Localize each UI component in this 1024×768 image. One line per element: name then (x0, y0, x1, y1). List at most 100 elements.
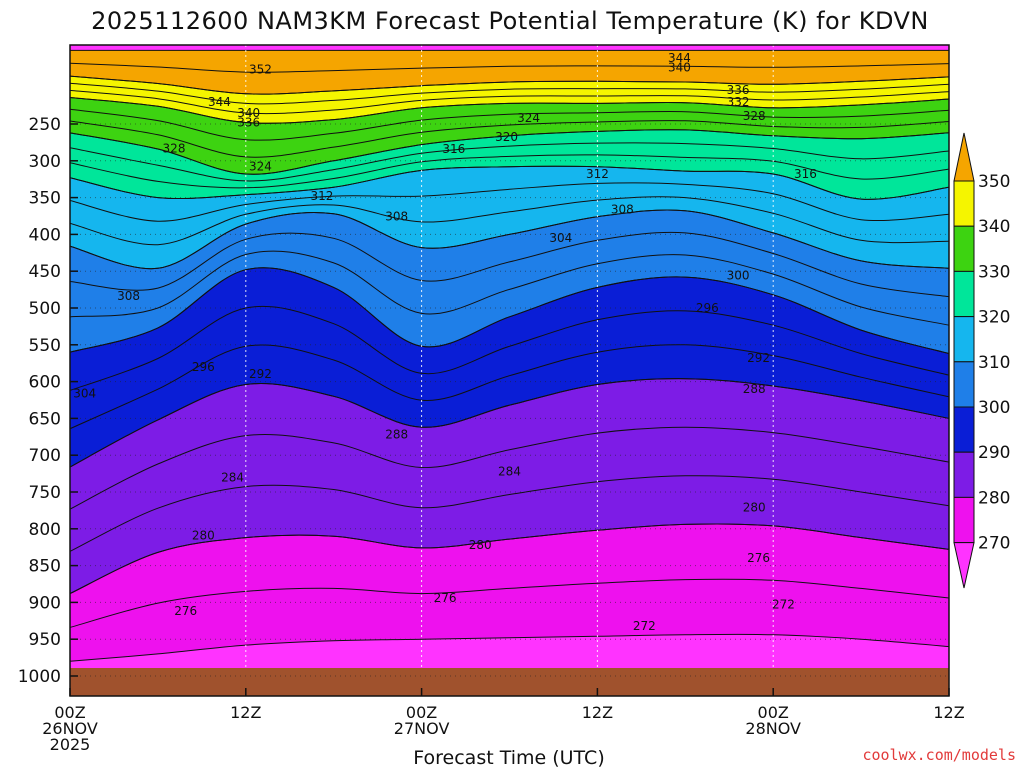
contour-line (70, 305, 949, 391)
plot-frame (69, 44, 950, 697)
contour-lines (70, 49, 949, 662)
contour-label-288: 288 (385, 428, 408, 442)
x-tick-label: 26NOV (42, 719, 98, 738)
contour-line (70, 196, 949, 246)
contour-line (70, 89, 949, 115)
x-tick-label: 00Z (758, 703, 789, 722)
contour-line (70, 97, 949, 124)
y-tick-label: 500 (29, 299, 61, 319)
contour-label-296: 296 (696, 301, 719, 315)
contour-label-328: 328 (743, 109, 766, 123)
colorbar-label: 280 (978, 488, 1010, 508)
y-tick-label: 700 (29, 446, 61, 466)
contour-label-304: 304 (549, 231, 572, 245)
contour-label-340: 340 (237, 106, 260, 120)
contour-line (70, 378, 949, 468)
colorbar-bin-290 (953, 406, 975, 453)
y-tick-label: 250 (29, 115, 61, 135)
x-tick-label: 12Z (933, 703, 964, 722)
colorbar-label: 330 (978, 262, 1010, 282)
contour-label-332: 332 (727, 95, 750, 109)
x-tick-label: 12Z (582, 703, 613, 722)
y-tick-label: 400 (29, 225, 61, 245)
contour-label-292: 292 (747, 351, 770, 365)
contour-line (70, 426, 949, 510)
contour-line (70, 209, 949, 270)
contour-label-280: 280 (469, 538, 492, 552)
contour-label-320: 320 (495, 130, 518, 144)
x-tick-label: 00Z (54, 703, 85, 722)
contour-line (70, 250, 949, 326)
contour-line (70, 129, 949, 175)
contour-label-308: 308 (117, 289, 140, 303)
contour-line (70, 62, 949, 73)
contour-label-340: 340 (668, 60, 691, 74)
ground-surface (70, 668, 949, 696)
contour-line (70, 633, 949, 662)
colorbar-label: 340 (978, 217, 1010, 237)
contour-label-296: 296 (192, 360, 215, 374)
colorbar-label: 310 (978, 353, 1010, 373)
x-tick-label: 00Z (406, 703, 437, 722)
contour-line (70, 108, 949, 141)
contour-label-272: 272 (633, 619, 656, 633)
contour-label-300: 300 (727, 269, 750, 283)
y-tick-label: 950 (29, 630, 61, 650)
colorbar-under-arrow (953, 542, 975, 589)
colorbar-bin-310 (953, 316, 975, 363)
contour-label-328: 328 (163, 141, 186, 155)
x-tick-label: 2025 (50, 735, 91, 754)
contour-label-316: 316 (442, 142, 465, 156)
contour-label-324: 324 (517, 111, 540, 125)
contour-line (70, 142, 949, 182)
contour-line (70, 182, 949, 222)
contour-label-336: 336 (237, 116, 260, 130)
contour-label-312: 312 (586, 167, 609, 181)
contour-line (70, 231, 949, 298)
contour-line (70, 165, 949, 200)
contour-label-308: 308 (611, 202, 634, 216)
contour-label-276: 276 (434, 591, 457, 605)
y-tick-label: 800 (29, 520, 61, 540)
x-tick-label: 28NOV (745, 719, 801, 738)
contour-line (70, 475, 949, 552)
contour-line (70, 75, 949, 95)
contour-label-308: 308 (385, 210, 408, 224)
x-tick-label: 12Z (230, 703, 261, 722)
y-tick-label: 300 (29, 152, 61, 172)
contour-line (70, 82, 949, 105)
y-tick-label: 650 (29, 409, 61, 429)
contour-line (70, 523, 949, 595)
contour-label-284: 284 (498, 464, 521, 478)
colorbar-bin-270 (953, 496, 975, 544)
y-tick-label: 900 (29, 593, 61, 613)
x-tick-label: 27NOV (394, 719, 450, 738)
potential-temperature-bands (70, 45, 949, 696)
contour-label-276: 276 (747, 551, 770, 565)
contour-label-292: 292 (249, 367, 272, 381)
contour-line (70, 154, 949, 189)
colorbar-bin-280 (953, 451, 975, 498)
contour-label-288: 288 (743, 382, 766, 396)
y-tick-label: 850 (29, 557, 61, 577)
contour-label-312: 312 (311, 189, 334, 203)
colorbar-bin-300 (953, 361, 975, 408)
colorbar-label: 270 (978, 534, 1010, 554)
pressure-axis: 250 300 350 400 450 500 550 600 650 700 750 800 850 9… (18, 115, 78, 687)
contour-label-336: 336 (727, 83, 750, 97)
watermark: coolwx.com/models (862, 746, 1016, 764)
contour-label-344: 344 (668, 51, 691, 65)
contour-line (70, 267, 949, 355)
y-tick-label: 550 (29, 336, 61, 356)
contour-labels: 3523443403443403363363323283243203163283… (73, 51, 817, 633)
contour-label-304: 304 (73, 386, 96, 400)
colorbar-bin-320 (953, 270, 975, 318)
colorbar-bin-330 (953, 225, 975, 272)
colorbar-label: 350 (978, 172, 1010, 192)
colorbar-bin-340 (953, 180, 975, 227)
y-tick-label: 1000 (18, 667, 61, 687)
x-axis-title: Forecast Time (UTC) (413, 747, 604, 768)
contour-label-280: 280 (192, 528, 215, 542)
